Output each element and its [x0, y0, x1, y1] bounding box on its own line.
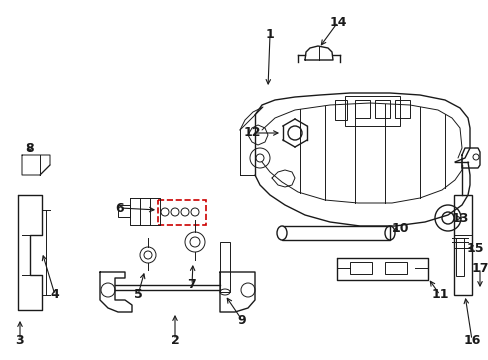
- Bar: [455, 238, 463, 276]
- Text: 8: 8: [26, 141, 34, 154]
- Bar: [334, 100, 346, 120]
- Text: 15: 15: [465, 242, 483, 255]
- Bar: [282, 226, 389, 240]
- Text: 16: 16: [462, 333, 480, 346]
- Text: 14: 14: [328, 15, 346, 28]
- Text: 13: 13: [450, 211, 468, 225]
- Text: 17: 17: [470, 261, 488, 274]
- Text: 11: 11: [430, 288, 448, 302]
- Bar: [345, 96, 399, 126]
- Ellipse shape: [276, 226, 286, 240]
- Bar: [158, 200, 205, 225]
- Text: 10: 10: [390, 221, 408, 234]
- Bar: [220, 242, 229, 292]
- Bar: [384, 262, 406, 274]
- Text: 4: 4: [51, 288, 59, 302]
- Bar: [349, 262, 371, 274]
- Text: 3: 3: [16, 333, 24, 346]
- Bar: [394, 100, 409, 118]
- Bar: [453, 195, 471, 295]
- Bar: [354, 100, 369, 118]
- Text: 6: 6: [116, 202, 124, 215]
- Text: 1: 1: [265, 28, 274, 41]
- Text: 7: 7: [187, 279, 196, 292]
- Text: 2: 2: [170, 333, 179, 346]
- Text: 5: 5: [133, 288, 142, 302]
- Bar: [118, 205, 130, 217]
- Text: 9: 9: [237, 314, 246, 327]
- Text: 12: 12: [243, 126, 260, 139]
- Bar: [374, 100, 389, 118]
